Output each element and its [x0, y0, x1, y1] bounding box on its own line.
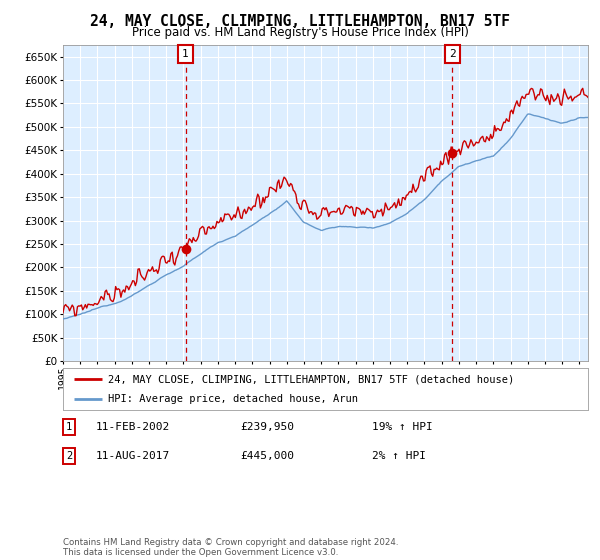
Text: £239,950: £239,950	[240, 422, 294, 432]
Text: £445,000: £445,000	[240, 451, 294, 461]
Text: 24, MAY CLOSE, CLIMPING, LITTLEHAMPTON, BN17 5TF: 24, MAY CLOSE, CLIMPING, LITTLEHAMPTON, …	[90, 14, 510, 29]
Text: 11-AUG-2017: 11-AUG-2017	[96, 451, 170, 461]
Text: 2% ↑ HPI: 2% ↑ HPI	[372, 451, 426, 461]
Text: 2: 2	[449, 49, 456, 59]
Text: 1: 1	[182, 49, 189, 59]
Text: 24, MAY CLOSE, CLIMPING, LITTLEHAMPTON, BN17 5TF (detached house): 24, MAY CLOSE, CLIMPING, LITTLEHAMPTON, …	[107, 374, 514, 384]
Text: 11-FEB-2002: 11-FEB-2002	[96, 422, 170, 432]
Text: 1: 1	[66, 422, 72, 432]
Text: Contains HM Land Registry data © Crown copyright and database right 2024.
This d: Contains HM Land Registry data © Crown c…	[63, 538, 398, 557]
Text: 19% ↑ HPI: 19% ↑ HPI	[372, 422, 433, 432]
Text: HPI: Average price, detached house, Arun: HPI: Average price, detached house, Arun	[107, 394, 358, 404]
Text: Price paid vs. HM Land Registry's House Price Index (HPI): Price paid vs. HM Land Registry's House …	[131, 26, 469, 39]
Text: 2: 2	[66, 451, 72, 461]
